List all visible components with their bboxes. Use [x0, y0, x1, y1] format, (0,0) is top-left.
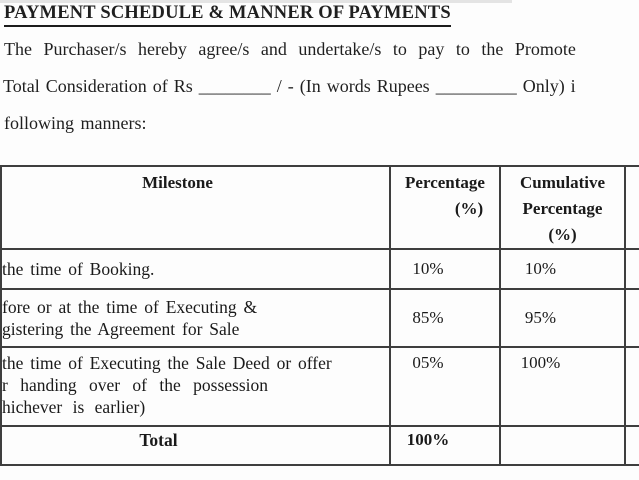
- milestone-text: fore or at the time of Executing &: [2, 297, 258, 317]
- milestone-text: r handing over of the possession: [2, 375, 269, 395]
- milestone-text: the time of Executing the Sale Deed or o…: [2, 353, 332, 373]
- percentage-cell: 85%: [389, 288, 501, 348]
- header-extra-column: [624, 165, 639, 250]
- payment-schedule-table: Milestone Percentage (%) Cumulative Perc…: [0, 165, 639, 466]
- total-percentage-cell: 100%: [389, 425, 501, 466]
- total-label-cell: Total: [0, 425, 391, 466]
- table-row-sale-deed: the time of Executing the Sale Deed or o…: [0, 346, 639, 427]
- header-milestone-label: Milestone: [142, 173, 213, 192]
- header-percentage-label: Percentage: [405, 173, 485, 192]
- milestone-text: gistering the Agreement for Sale: [2, 319, 240, 339]
- header-cumulative: Cumulative Percentage (%): [499, 165, 626, 250]
- percentage-cell: 10%: [389, 248, 501, 290]
- total-cumulative-cell: [499, 425, 626, 466]
- paragraph-line-1: The Purchaser/s hereby agree/s and under…: [4, 39, 576, 59]
- cumulative-cell: 10%: [499, 248, 626, 290]
- milestone-text: the time of Booking.: [2, 259, 155, 279]
- page-title: PAYMENT SCHEDULE & MANNER OF PAYMENTS: [4, 3, 451, 27]
- milestone-cell: fore or at the time of Executing & giste…: [0, 288, 391, 348]
- percentage-cell: 05%: [389, 346, 501, 427]
- header-cumulative-unit: (%): [548, 225, 577, 244]
- extra-cell: [624, 288, 639, 348]
- table-row-booking: the time of Booking. 10% 10%: [0, 248, 639, 290]
- milestone-cell: the time of Booking.: [0, 248, 391, 290]
- header-milestone: Milestone: [0, 165, 391, 250]
- scan-edge-artifact: [0, 0, 512, 3]
- extra-cell: [624, 248, 639, 290]
- extra-cell: [624, 346, 639, 427]
- table-header-row: Milestone Percentage (%) Cumulative Perc…: [0, 165, 639, 250]
- cumulative-cell: 100%: [499, 346, 626, 427]
- milestone-text: hichever is earlier): [2, 397, 146, 417]
- header-percentage: Percentage (%): [389, 165, 501, 250]
- header-cumulative-label-1: Cumulative: [520, 173, 605, 192]
- milestone-cell: the time of Executing the Sale Deed or o…: [0, 346, 391, 427]
- table-row-agreement: fore or at the time of Executing & giste…: [0, 288, 639, 348]
- table-row-total: Total 100%: [0, 425, 639, 466]
- header-percentage-unit: (%): [454, 199, 484, 218]
- cumulative-cell: 95%: [499, 288, 626, 348]
- paragraph-line-3: following manners:: [4, 113, 147, 133]
- paragraph-line-2: Total Consideration of Rs ________ / - (…: [3, 76, 576, 96]
- extra-cell: [624, 425, 639, 466]
- header-cumulative-label-2: Percentage: [522, 199, 603, 218]
